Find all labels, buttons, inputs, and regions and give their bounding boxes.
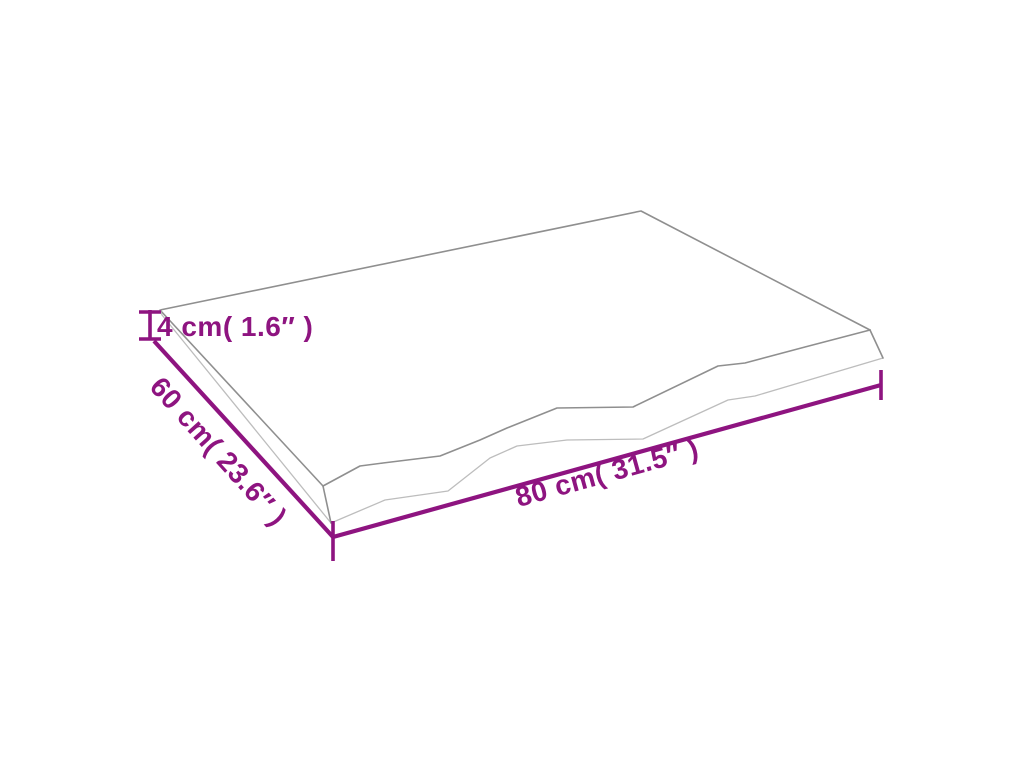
board-top-face (160, 211, 870, 486)
board-top-outline-edge (159, 210, 871, 487)
board-front-bottom-wavy-edge (330, 357, 884, 524)
board-front-top-wavy-edge (322, 329, 871, 487)
depth-dimension-line (152, 339, 335, 539)
thickness-dimension-marker (139, 310, 161, 341)
thickness-dimension-label: 4 cm( 1.6″ ) (157, 311, 314, 342)
board-front-face-live-edge (323, 330, 883, 523)
width-dimension-line (332, 382, 882, 540)
board-front-left-corner-edge (322, 485, 332, 524)
board-right-corner-edge (869, 329, 884, 359)
